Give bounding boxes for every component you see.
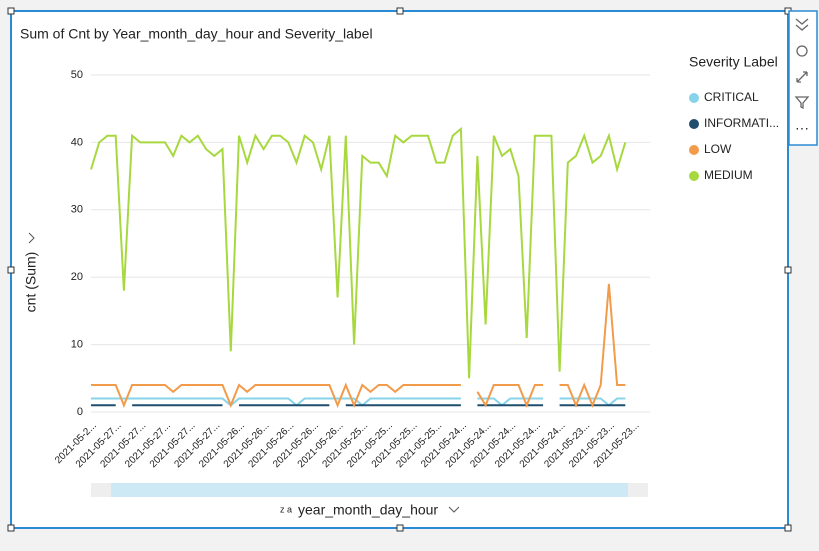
legend-swatch [689, 145, 699, 155]
resize-handles [7, 7, 792, 532]
legend-swatch [689, 171, 699, 181]
collapse-button[interactable] [795, 18, 809, 31]
legend-swatch [689, 93, 699, 103]
y-tick-label: 30 [71, 204, 83, 216]
toolbar [788, 10, 818, 146]
legend-label: CRITICAL [704, 90, 759, 104]
y-tick-label: 50 [71, 69, 83, 81]
scrollbar-thumb[interactable] [111, 483, 628, 497]
series-line [91, 283, 626, 408]
legend-label: LOW [704, 142, 732, 156]
legend-title: Severity Label [689, 54, 778, 70]
chart-title: Sum of Cnt by Year_month_day_hour and Se… [20, 26, 373, 42]
legend-swatch [689, 119, 699, 129]
visual-frame[interactable] [10, 10, 789, 529]
y-tick-label: 0 [77, 406, 83, 418]
expand-button[interactable] [796, 71, 808, 83]
legend-label: MEDIUM [704, 168, 753, 182]
y-tick-label: 10 [71, 339, 83, 351]
x-axis-menu[interactable] [448, 506, 460, 513]
filter-button[interactable] [794, 96, 810, 110]
y-tick-label: 40 [71, 136, 83, 148]
x-axis-title: year_month_day_hour [298, 502, 438, 518]
settings-button[interactable] [796, 45, 808, 57]
series-line [90, 126, 627, 379]
legend-label: INFORMATI... [704, 116, 779, 130]
y-axis-menu[interactable] [28, 232, 35, 244]
sort-icon[interactable]: z a [280, 504, 292, 514]
more-button[interactable]: ··· [795, 120, 809, 136]
y-tick-label: 20 [71, 271, 83, 283]
y-axis-title: cnt (Sum) [23, 252, 39, 313]
